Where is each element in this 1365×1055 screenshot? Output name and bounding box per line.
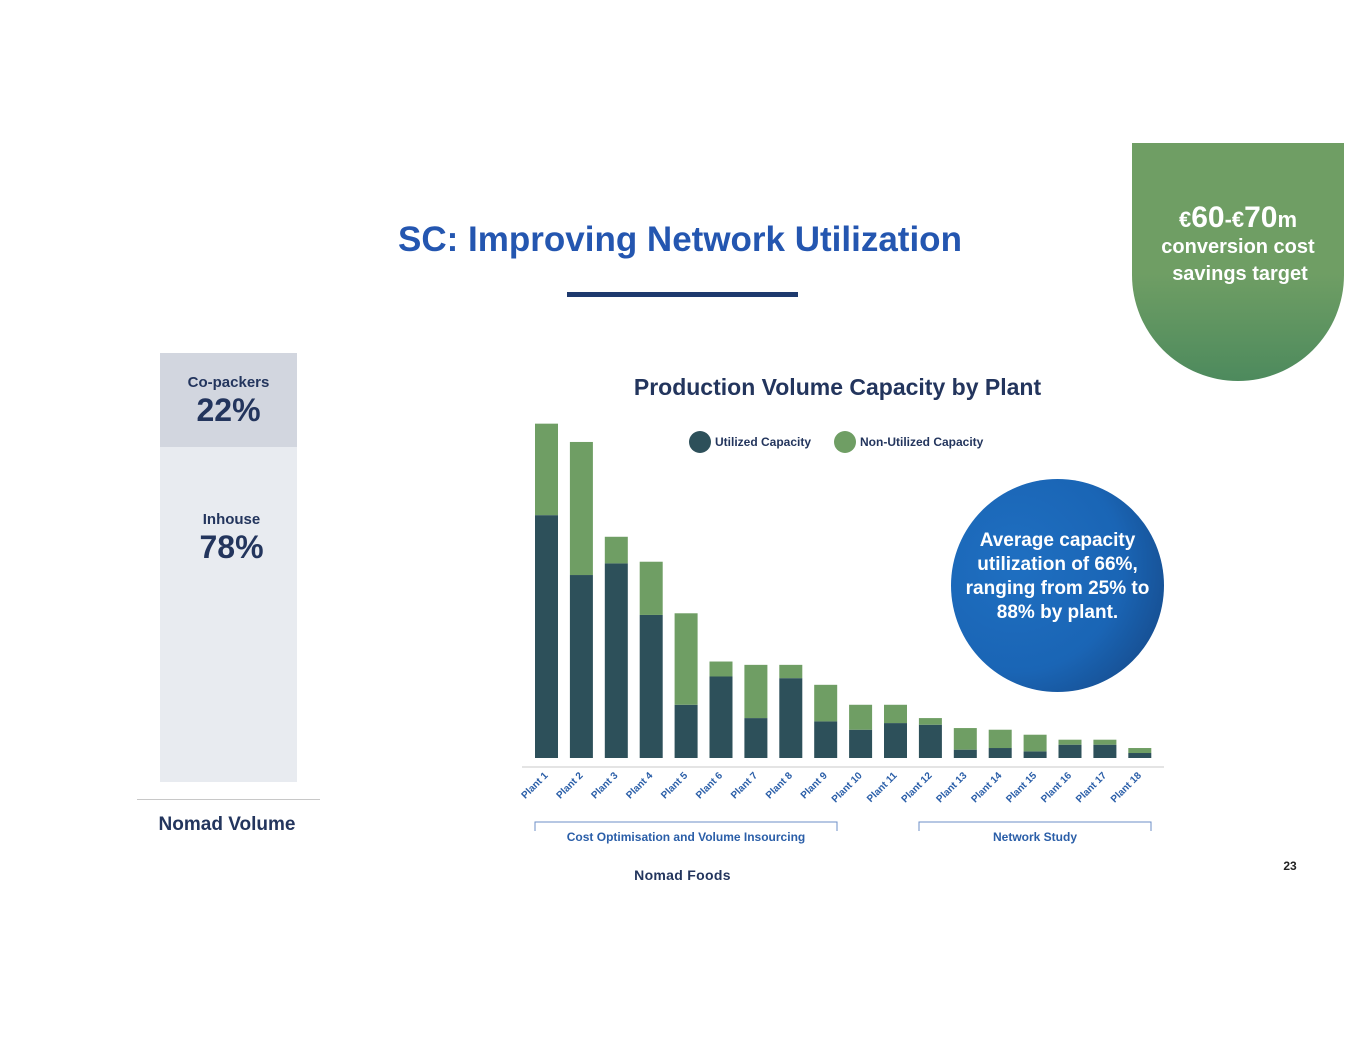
bar-utilized-18 xyxy=(1128,753,1152,758)
x-tick-label: Plant 13 xyxy=(935,770,970,805)
bar-utilized-13 xyxy=(953,749,977,758)
volume-caption: Nomad Volume xyxy=(158,814,296,835)
copackers-segment: Co-packers 22% xyxy=(160,353,297,447)
bar-utilized-12 xyxy=(918,724,942,758)
page-number: 23 xyxy=(1283,859,1297,873)
bar-nonutilized-3 xyxy=(604,536,628,564)
bar-utilized-1 xyxy=(535,515,558,758)
bar-nonutilized-16 xyxy=(1058,739,1082,745)
bar-utilized-11 xyxy=(884,723,907,758)
bar-utilized-16 xyxy=(1058,744,1082,758)
bar-utilized-10 xyxy=(849,729,873,758)
bar-nonutilized-14 xyxy=(988,729,1012,749)
x-tick-label: Plant 17 xyxy=(1074,770,1109,805)
x-tick-label: Plant 18 xyxy=(1109,770,1144,805)
bar-utilized-6 xyxy=(709,676,733,758)
legend-nonutilized-swatch xyxy=(834,431,856,453)
legend-utilized-label: Utilized Capacity xyxy=(715,435,811,449)
x-tick-label: Plant 11 xyxy=(865,770,900,805)
x-tick-label: Plant 4 xyxy=(624,770,655,801)
x-tick-label: Plant 5 xyxy=(659,770,690,801)
x-tick-label: Plant 15 xyxy=(1004,770,1039,805)
legend-utilized-swatch xyxy=(689,431,711,453)
x-tick-label: Plant 6 xyxy=(694,770,725,801)
inhouse-value: 78% xyxy=(199,529,264,565)
page-title: SC: Improving Network Utilization xyxy=(398,220,962,259)
group-label-left: Cost Optimisation and Volume Insourcing xyxy=(566,830,806,844)
x-tick-label: Plant 9 xyxy=(799,770,830,801)
x-tick-label: Plant 14 xyxy=(969,770,1004,805)
x-tick-label: Plant 1 xyxy=(520,770,551,801)
bar-nonutilized-8 xyxy=(779,664,803,679)
bar-utilized-17 xyxy=(1093,744,1117,758)
title-underline xyxy=(567,292,798,297)
bar-nonutilized-2 xyxy=(569,441,593,576)
bar-nonutilized-5 xyxy=(674,613,698,705)
bar-nonutilized-9 xyxy=(814,684,838,722)
copackers-value: 22% xyxy=(196,392,261,428)
company-logo: Nomad Foods xyxy=(634,867,731,883)
x-tick-label: Plant 10 xyxy=(830,770,865,805)
bar-nonutilized-10 xyxy=(849,704,873,730)
bar-nonutilized-11 xyxy=(884,704,907,724)
bar-utilized-15 xyxy=(1023,751,1047,758)
bar-nonutilized-7 xyxy=(744,664,768,719)
legend-nonutilized-label: Non-Utilized Capacity xyxy=(860,435,984,449)
savings-badge: €60-€70m conversion cost savings target xyxy=(1132,143,1344,381)
bar-utilized-9 xyxy=(814,721,838,758)
bar-utilized-14 xyxy=(988,748,1012,758)
legend: Utilized Capacity Non-Utilized Capacity xyxy=(689,431,984,453)
callout-text: Average capacity utilization of 66%, ran… xyxy=(965,530,1150,623)
bar-utilized-3 xyxy=(604,563,628,758)
bar-nonutilized-18 xyxy=(1128,748,1152,754)
inhouse-label: Inhouse xyxy=(202,511,261,528)
group-label-right: Network Study xyxy=(992,830,1077,844)
bar-utilized-4 xyxy=(639,614,663,758)
bar-utilized-7 xyxy=(744,718,768,758)
left-group-bracket xyxy=(534,821,838,831)
x-tick-label: Plant 2 xyxy=(555,770,586,801)
badge-amount: €60-€70m xyxy=(1178,201,1298,234)
bar-nonutilized-4 xyxy=(639,561,663,615)
x-tick-label: Plant 3 xyxy=(589,770,620,801)
badge-line-2: savings target xyxy=(1172,263,1308,285)
inhouse-segment: Inhouse 78% xyxy=(160,447,297,782)
bar-nonutilized-15 xyxy=(1023,734,1047,752)
x-tick-label: Plant 8 xyxy=(764,770,795,801)
bar-nonutilized-17 xyxy=(1093,739,1117,745)
bars-group xyxy=(535,423,1152,758)
chart-title: Production Volume Capacity by Plant xyxy=(633,374,1042,400)
bar-utilized-2 xyxy=(569,575,593,758)
bar-nonutilized-13 xyxy=(953,728,977,750)
utilization-callout: Average capacity utilization of 66%, ran… xyxy=(951,479,1164,692)
bar-utilized-8 xyxy=(779,678,803,758)
bar-nonutilized-6 xyxy=(709,661,733,677)
x-tick-label: Plant 16 xyxy=(1039,770,1074,805)
x-tick-labels: Plant 1 Plant 2 Plant 3 Plant 4 Plant 5 Plant… xyxy=(520,770,1145,805)
badge-line-1: conversion cost xyxy=(1161,236,1315,258)
bar-nonutilized-1 xyxy=(535,423,558,516)
x-tick-label: Plant 7 xyxy=(729,770,760,801)
copackers-label: Co-packers xyxy=(187,374,270,391)
right-group-bracket xyxy=(918,821,1152,831)
x-tick-label: Plant 12 xyxy=(900,770,935,805)
volume-divider xyxy=(137,799,320,800)
bar-nonutilized-12 xyxy=(918,718,942,725)
bar-utilized-5 xyxy=(674,704,698,758)
